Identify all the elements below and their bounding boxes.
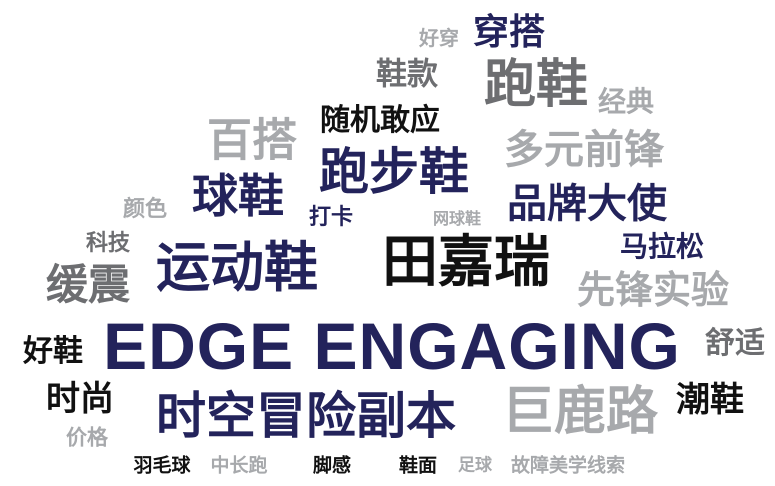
word-shishang: 时尚 bbox=[46, 379, 114, 419]
word-yanse: 颜色 bbox=[122, 197, 168, 222]
word-qiuxie: 球鞋 bbox=[192, 169, 284, 223]
word-jiaogan: 脚感 bbox=[312, 454, 352, 477]
word-duoyuanqianfeng: 多元前锋 bbox=[504, 127, 664, 173]
word-shushi: 舒适 bbox=[705, 326, 765, 361]
word-shikongmaoxianfuben: 时空冒险副本 bbox=[156, 387, 456, 445]
word-xianfengshiyan: 先锋实验 bbox=[576, 268, 730, 312]
word-xiekuan: 鞋款 bbox=[376, 56, 438, 93]
word-haochuan: 好穿 bbox=[419, 26, 459, 50]
word-xiemian: 鞋面 bbox=[398, 454, 438, 477]
word-suijiganying: 随机敢应 bbox=[320, 103, 440, 138]
word-zuqiu: 足球 bbox=[458, 455, 492, 476]
word-zhongchangpao: 中长跑 bbox=[210, 454, 268, 477]
word-wangqiuxie: 网球鞋 bbox=[432, 209, 482, 228]
word-guzhangmeixuexiansuo: 故障美学线索 bbox=[510, 454, 626, 477]
word-chaoxie: 潮鞋 bbox=[676, 380, 744, 420]
word-yundongxie: 运动鞋 bbox=[156, 236, 318, 299]
word-malasong: 马拉松 bbox=[619, 230, 705, 263]
word-yumaoqiu: 羽毛球 bbox=[133, 454, 191, 477]
word-jingdian: 经典 bbox=[597, 85, 655, 118]
word-haoxie: 好鞋 bbox=[23, 334, 83, 369]
word-pinpaidashi: 品牌大使 bbox=[507, 181, 667, 227]
word-jululu: 巨鹿路 bbox=[501, 382, 659, 442]
word-paoxie: 跑鞋 bbox=[483, 55, 589, 115]
word-huanzhen: 缓震 bbox=[45, 260, 131, 309]
word-tianjiarui: 田嘉瑞 bbox=[382, 230, 550, 295]
word-paobuxie: 跑步鞋 bbox=[319, 143, 469, 201]
word-jiage: 价格 bbox=[66, 425, 108, 450]
word-edge-engaging: EDGE ENGAGING bbox=[103, 309, 681, 383]
word-chuanda: 穿搭 bbox=[472, 12, 546, 53]
word-keji: 科技 bbox=[85, 231, 131, 256]
word-baida: 百搭 bbox=[206, 113, 298, 167]
word-daka: 打卡 bbox=[308, 205, 354, 230]
